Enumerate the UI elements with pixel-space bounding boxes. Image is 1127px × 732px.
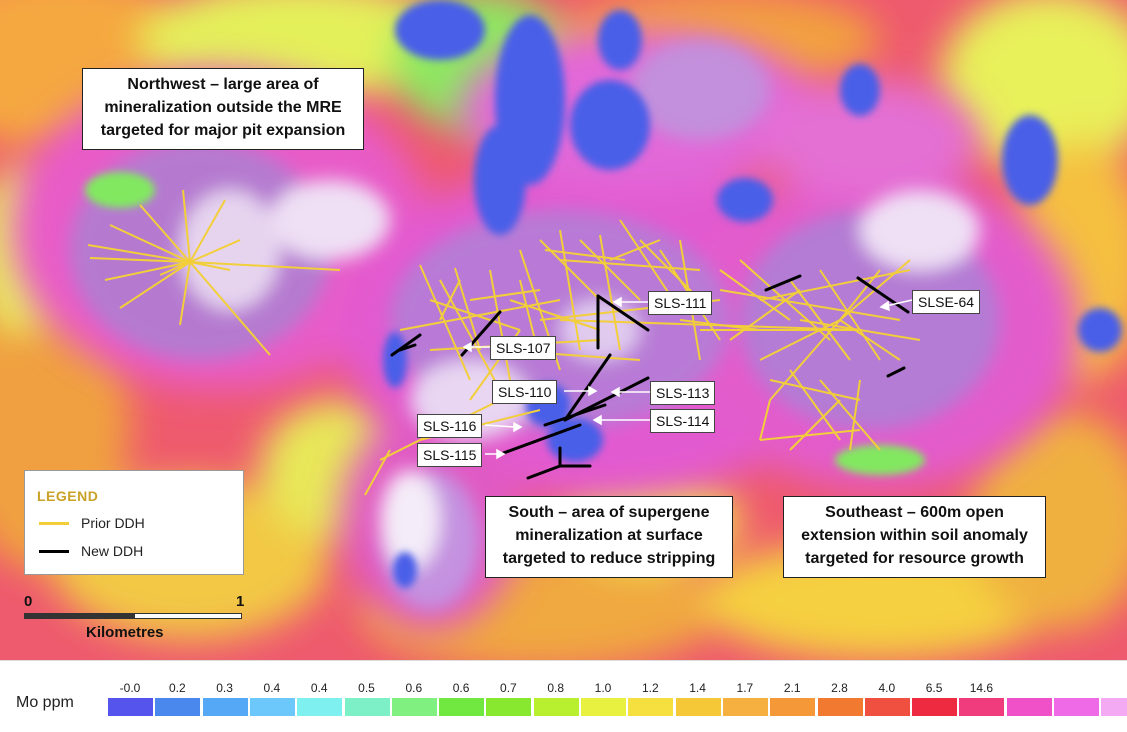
colorbar-tick-label: 0.4 <box>263 681 281 695</box>
colorbar-cell <box>675 698 721 716</box>
colorbar-cell <box>912 698 958 716</box>
colorbar-cell <box>108 698 153 716</box>
colorbar-title: Mo ppm <box>16 694 74 711</box>
callout-southeast: Southeast – 600m open extension within s… <box>783 496 1046 578</box>
colorbar-tick-label: 0.6 <box>452 681 470 695</box>
scale-bar-light-segment <box>134 613 242 619</box>
colorbar-tick-label: 0.7 <box>500 681 517 695</box>
callout-south-line-2: mineralization at surface <box>515 527 703 544</box>
colorbar-cell <box>533 698 579 716</box>
drill-hole-label-sls-113[interactable]: SLS-113 <box>650 381 716 405</box>
colorbar-tick-label: 2.8 <box>831 681 848 695</box>
colorbar-tick-label: 1.0 <box>594 681 612 695</box>
colorbar-cell <box>722 698 768 716</box>
colorbar-tick-label: 0.5 <box>358 681 375 695</box>
colorbar-tick-label: 4.0 <box>878 681 896 695</box>
callout-southeast-line-1: Southeast – 600m open <box>825 504 1004 521</box>
prior-ddh-swatch <box>39 521 69 525</box>
legend-prior-ddh-label: Prior DDH <box>81 515 145 531</box>
new-ddh-swatch <box>39 549 69 553</box>
colorbar-cell <box>959 698 1005 716</box>
colorbar-tick-label: 2.1 <box>783 681 801 695</box>
drill-hole-label-sls-116[interactable]: SLS-116 <box>417 414 483 438</box>
colorbar-tick-label: 1.2 <box>641 681 659 695</box>
colorbar-tick-label: 1.4 <box>689 681 706 695</box>
colorbar-tick-label: 0.4 <box>310 681 328 695</box>
callout-southeast-line-3: targeted for resource growth <box>805 550 1024 567</box>
colorbar-tick-label: 0.6 <box>405 681 423 695</box>
scale-bar-dark-segment <box>24 613 134 619</box>
legend-new-ddh-label: New DDH <box>81 543 144 559</box>
label-leaders <box>462 296 913 460</box>
callout-south-line-3: targeted to reduce stripping <box>502 550 716 567</box>
mo-ppm-colorbar: Mo ppm -0.0 0.2 0.3 0.4 0.4 0.5 0.6 0.6 0.7 0.8 1.… <box>0 660 1127 732</box>
colorbar-tick-label: 0.8 <box>547 681 565 695</box>
colorbar-cell <box>155 698 201 716</box>
colorbar-cell <box>297 698 343 716</box>
legend-title: LEGEND <box>37 488 99 504</box>
colorbar-tick-label: 0.3 <box>216 681 233 695</box>
prior-ddh-traces <box>87 189 921 496</box>
scale-end-label: 1 <box>236 593 245 610</box>
drill-hole-label-sls-107[interactable]: SLS-107 <box>490 336 557 360</box>
callout-south: South – area of supergene mineralization… <box>485 496 733 578</box>
colorbar-cell <box>391 698 437 716</box>
drill-hole-label-sls-110[interactable]: SLS-110 <box>492 380 558 404</box>
colorbar-cell <box>1006 698 1052 716</box>
callout-northwest-line-2: mineralization outside the MRE <box>104 99 342 116</box>
drill-hole-label-sls-115[interactable]: SLS-115 <box>417 443 483 467</box>
callout-southeast-line-2: extension within soil anomaly <box>801 527 1028 544</box>
colorbar-cell <box>581 698 626 716</box>
colorbar-tick-label: -0.0 <box>119 681 141 695</box>
drill-hole-label-sls-111[interactable]: SLS-111 <box>648 291 713 315</box>
callout-northwest: Northwest – large area of mineralization… <box>82 68 364 150</box>
colorbar-cell <box>439 698 485 716</box>
colorbar-cell <box>249 698 295 716</box>
colorbar-tick-label: 0.2 <box>168 681 186 695</box>
colorbar-cell <box>817 698 863 716</box>
legend-row-prior-ddh: Prior DDH <box>39 515 145 531</box>
colorbar-tick-label: 14.6 <box>969 681 994 695</box>
callout-northwest-line-1: Northwest – large area of <box>127 76 319 93</box>
colorbar-tick-label: 1.7 <box>736 681 754 695</box>
colorbar-tick-label: 6.5 <box>925 681 943 695</box>
callout-northwest-line-3: targeted for major pit expansion <box>100 122 346 139</box>
drill-hole-label-sls-114[interactable]: SLS-114 <box>650 409 716 433</box>
mo-soil-anomaly-map <box>0 0 1127 660</box>
colorbar-cell <box>202 698 248 716</box>
colorbar-cell <box>344 698 390 716</box>
colorbar-cell <box>628 698 674 716</box>
colorbar-cell <box>770 698 816 716</box>
colorbar-cell <box>1054 698 1099 716</box>
colorbar-cell <box>864 698 910 716</box>
callout-south-line-1: South – area of supergene <box>508 504 710 521</box>
geochem-map[interactable]: Northwest – large area of mineralization… <box>0 0 1127 660</box>
legend-row-new-ddh: New DDH <box>39 543 143 559</box>
scale-start-label: 0 <box>24 593 33 610</box>
colorbar-cell <box>1101 698 1127 716</box>
drill-hole-label-slse-64[interactable]: SLSE-64 <box>912 290 981 314</box>
colorbar-cell <box>486 698 532 716</box>
scale-unit-label: Kilometres <box>86 624 164 641</box>
map-legend: LEGEND Prior DDH New DDH <box>24 470 244 575</box>
scale-bar: 0 1 Kilometres <box>24 593 244 643</box>
